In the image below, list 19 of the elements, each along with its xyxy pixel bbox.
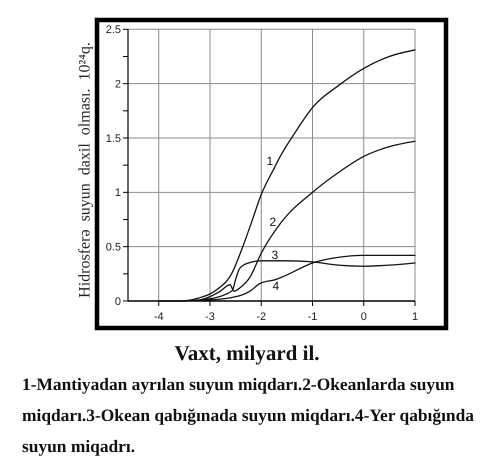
y-tick-label: 1.5 (106, 132, 121, 145)
x-tick-label: 0 (360, 311, 367, 323)
x-axis-title: Vaxt, milyard il. (174, 341, 320, 365)
y-tick-label: 0.5 (106, 242, 121, 254)
x-tick-label: -2 (256, 311, 266, 323)
y-tick-label: 2 (114, 78, 121, 90)
series-label: 2 (269, 214, 276, 229)
x-tick-label: -1 (308, 311, 318, 323)
series-label: 3 (271, 248, 278, 262)
y-tick-label: 2.5 (106, 24, 121, 36)
series-label: 1 (266, 154, 274, 168)
series-label: 4 (272, 278, 280, 293)
x-tick-label: -3 (205, 311, 215, 323)
x-tick-label: 1 (412, 311, 418, 323)
y-tick-label: 1 (114, 187, 121, 200)
y-tick-label: 0 (114, 296, 121, 308)
x-tick-label: -4 (154, 311, 164, 323)
text: 1-Mantiyadan ayrılan suyun miqdarı.2-Okeanlarda suyun miqdarı.3-Okean qabığınada suyun miqdarı.4-Yer qabığında suyun miqadrı. (22, 373, 475, 458)
y-axis-title: Hidrosferə suyun daxil olması. 10²⁴q. (76, 42, 94, 298)
